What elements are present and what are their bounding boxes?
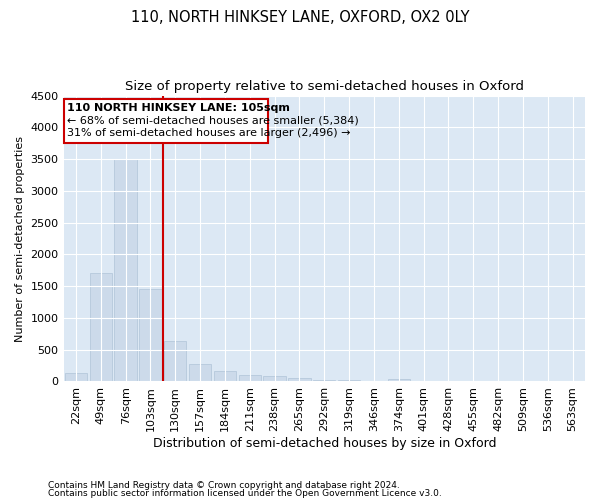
Bar	[239, 375, 261, 382]
Bar	[313, 380, 335, 382]
Title: Size of property relative to semi-detached houses in Oxford: Size of property relative to semi-detach…	[125, 80, 524, 93]
Text: Contains HM Land Registry data © Crown copyright and database right 2024.: Contains HM Land Registry data © Crown c…	[48, 481, 400, 490]
Text: Contains public sector information licensed under the Open Government Licence v3: Contains public sector information licen…	[48, 488, 442, 498]
Bar	[65, 373, 87, 382]
Bar	[263, 376, 286, 382]
Text: 110 NORTH HINKSEY LANE: 105sqm: 110 NORTH HINKSEY LANE: 105sqm	[67, 103, 290, 113]
Text: ← 68% of semi-detached houses are smaller (5,384): ← 68% of semi-detached houses are smalle…	[67, 116, 359, 126]
Bar	[214, 372, 236, 382]
Text: 31% of semi-detached houses are larger (2,496) →: 31% of semi-detached houses are larger (…	[67, 128, 350, 138]
Bar	[288, 378, 311, 382]
Bar	[89, 274, 112, 382]
Bar	[363, 380, 385, 382]
Bar	[139, 290, 161, 382]
Bar	[164, 342, 187, 382]
FancyBboxPatch shape	[64, 100, 268, 142]
Bar	[115, 159, 137, 382]
Y-axis label: Number of semi-detached properties: Number of semi-detached properties	[15, 136, 25, 342]
Bar	[388, 379, 410, 382]
X-axis label: Distribution of semi-detached houses by size in Oxford: Distribution of semi-detached houses by …	[152, 437, 496, 450]
Text: 110, NORTH HINKSEY LANE, OXFORD, OX2 0LY: 110, NORTH HINKSEY LANE, OXFORD, OX2 0LY	[131, 10, 469, 25]
Bar	[338, 380, 360, 382]
Bar	[189, 364, 211, 382]
